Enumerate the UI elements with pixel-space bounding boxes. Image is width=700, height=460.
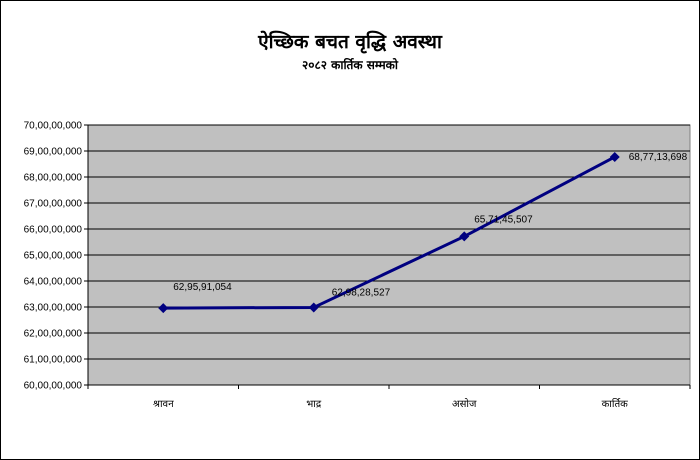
- data-point-marker: [459, 231, 470, 242]
- series: [158, 151, 620, 314]
- y-tick-label: 66,00,00,000: [24, 225, 83, 236]
- y-tick-label: 67,00,00,000: [24, 199, 83, 210]
- y-tick-label: 69,00,00,000: [24, 147, 83, 158]
- x-axis-tick-labels: श्रावन भाद्र असोज कार्तिक: [153, 398, 628, 410]
- data-label: 62,95,91,054: [173, 282, 232, 293]
- y-tick-label: 70,00,00,000: [24, 121, 83, 132]
- y-tick-label: 68,00,00,000: [24, 173, 83, 184]
- axes: [84, 124, 691, 389]
- gridlines: [88, 124, 690, 360]
- chart-subtitle: २०८२ कार्तिक सम्मको: [301, 58, 398, 72]
- series-line: [163, 155, 616, 310]
- data-point-marker: [158, 303, 169, 314]
- data-point-marker: [609, 151, 620, 162]
- y-axis-tick-labels: 60,00,00,000 61,00,00,000 62,00,00,000 63,0…: [24, 121, 83, 392]
- chart-title: ऐच्छिक बचत वृद्धि अवस्था: [258, 31, 442, 53]
- y-tick-label: 63,00,00,000: [24, 303, 83, 314]
- x-tick-label: कार्तिक: [602, 398, 629, 410]
- y-tick-label: 61,00,00,000: [24, 355, 83, 366]
- y-tick-label: 60,00,00,000: [24, 381, 83, 392]
- data-label: 68,77,13,698: [629, 152, 688, 163]
- data-labels: 62,95,91,054 62,98,28,527 65,71,45,507 68,7…: [173, 152, 687, 299]
- y-tick-label: 64,00,00,000: [24, 277, 83, 288]
- y-tick-label: 65,00,00,000: [24, 251, 83, 262]
- y-tick-label: 62,00,00,000: [24, 329, 83, 340]
- data-label: 62,98,28,527: [332, 287, 391, 298]
- x-tick-label: श्रावन: [153, 399, 174, 410]
- x-tick-label: असोज: [452, 398, 477, 410]
- data-label: 65,71,45,507: [474, 214, 533, 225]
- x-tick-label: भाद्र: [306, 399, 322, 410]
- data-point-marker: [308, 302, 319, 313]
